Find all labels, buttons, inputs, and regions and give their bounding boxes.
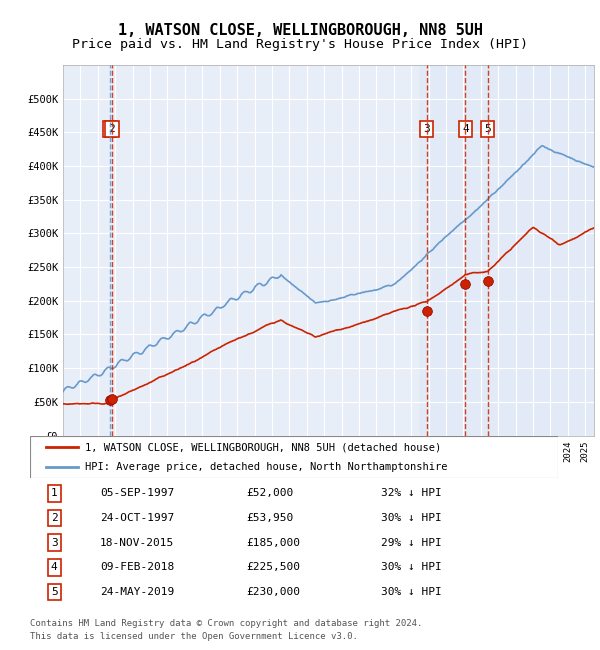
Text: 4: 4 (462, 124, 469, 134)
Text: 1: 1 (51, 488, 58, 499)
Text: 2: 2 (109, 124, 115, 134)
Text: 30% ↓ HPI: 30% ↓ HPI (381, 513, 442, 523)
Text: £52,000: £52,000 (246, 488, 293, 499)
Text: 18-NOV-2015: 18-NOV-2015 (100, 538, 175, 548)
Text: 1, WATSON CLOSE, WELLINGBOROUGH, NN8 5UH (detached house): 1, WATSON CLOSE, WELLINGBOROUGH, NN8 5UH… (85, 443, 442, 452)
Text: 29% ↓ HPI: 29% ↓ HPI (381, 538, 442, 548)
Text: 4: 4 (51, 562, 58, 573)
Text: 32% ↓ HPI: 32% ↓ HPI (381, 488, 442, 499)
Text: Contains HM Land Registry data © Crown copyright and database right 2024.: Contains HM Land Registry data © Crown c… (30, 619, 422, 628)
Text: £225,500: £225,500 (246, 562, 300, 573)
Text: Price paid vs. HM Land Registry's House Price Index (HPI): Price paid vs. HM Land Registry's House … (72, 38, 528, 51)
Text: £185,000: £185,000 (246, 538, 300, 548)
Text: £53,950: £53,950 (246, 513, 293, 523)
Text: 30% ↓ HPI: 30% ↓ HPI (381, 587, 442, 597)
Text: This data is licensed under the Open Government Licence v3.0.: This data is licensed under the Open Gov… (30, 632, 358, 641)
Text: 09-FEB-2018: 09-FEB-2018 (100, 562, 175, 573)
Text: 05-SEP-1997: 05-SEP-1997 (100, 488, 175, 499)
Text: 24-MAY-2019: 24-MAY-2019 (100, 587, 175, 597)
Text: 3: 3 (51, 538, 58, 548)
Text: 5: 5 (484, 124, 491, 134)
Text: 30% ↓ HPI: 30% ↓ HPI (381, 562, 442, 573)
Text: HPI: Average price, detached house, North Northamptonshire: HPI: Average price, detached house, Nort… (85, 462, 448, 472)
Text: 2: 2 (51, 513, 58, 523)
FancyBboxPatch shape (30, 436, 558, 478)
Text: 1: 1 (106, 124, 113, 134)
Text: £230,000: £230,000 (246, 587, 300, 597)
Text: 3: 3 (423, 124, 430, 134)
Bar (420, 65, 594, 436)
Text: 5: 5 (51, 587, 58, 597)
Text: 1, WATSON CLOSE, WELLINGBOROUGH, NN8 5UH: 1, WATSON CLOSE, WELLINGBOROUGH, NN8 5UH (118, 23, 482, 38)
Text: 24-OCT-1997: 24-OCT-1997 (100, 513, 175, 523)
